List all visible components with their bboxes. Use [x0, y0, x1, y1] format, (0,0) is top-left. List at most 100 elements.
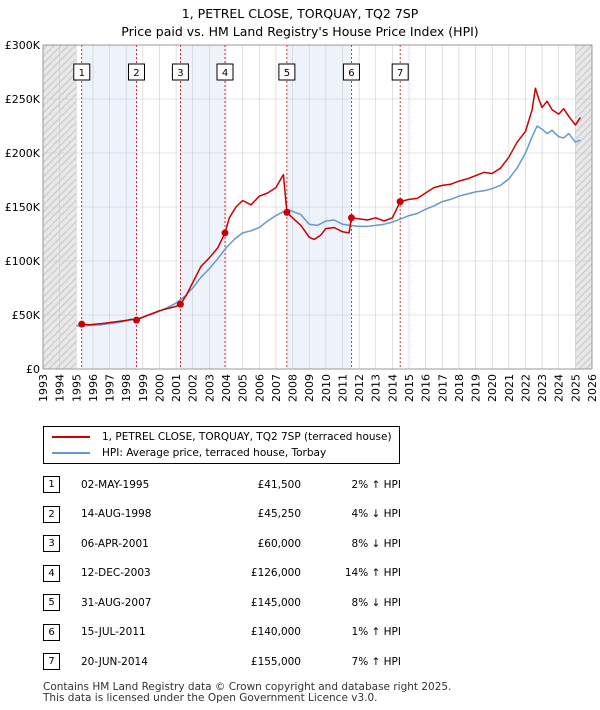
- x-tick-label: 2016: [420, 374, 433, 402]
- legend-item-hpi: HPI: Average price, terraced house, Torb…: [52, 446, 326, 460]
- sale-number-label: 6: [348, 68, 354, 79]
- sale-date: 14-AUG-1998: [81, 508, 152, 521]
- y-tick-label: £0: [26, 363, 40, 376]
- x-tick-label: 2017: [436, 374, 449, 402]
- sale-hpi-change: 8% ↓ HPI: [351, 537, 401, 550]
- sales-table: 1 02-MAY-1995 £41,500 2% ↑ HPI 2 14-AUG-1998 £…: [43, 470, 401, 677]
- sale-number-box: [278, 63, 296, 81]
- x-tick-label: 2010: [320, 374, 333, 402]
- x-tick-label: 2012: [353, 374, 366, 402]
- sale-number: 6: [43, 623, 60, 641]
- sale-number: 5: [43, 594, 60, 612]
- sale-date: 15-JUL-2011: [81, 626, 146, 639]
- x-tick-label: 2026: [586, 374, 599, 402]
- x-tick-label: 2015: [403, 374, 416, 402]
- footer-copyright: Contains HM Land Registry data © Crown c…: [43, 681, 452, 693]
- x-tick-label: 1993: [37, 374, 50, 402]
- sale-price: £126,000: [250, 567, 301, 580]
- x-tick-label: 2021: [503, 374, 516, 402]
- x-tick-label: 2008: [287, 374, 300, 402]
- legend-swatch-hpi: [52, 452, 90, 454]
- x-tick-label: 2001: [170, 374, 183, 402]
- table-row: 3 06-APR-2001 £60,000 8% ↓ HPI: [43, 529, 401, 559]
- footer-licence: This data is licensed under the Open Gov…: [43, 692, 378, 704]
- x-tick-label: 2020: [486, 374, 499, 402]
- sale-hpi-change: 1% ↑ HPI: [351, 626, 401, 639]
- series-line-property: [81, 87, 582, 326]
- y-tick-label: £150K: [5, 201, 41, 214]
- sale-date: 02-MAY-1995: [81, 478, 150, 491]
- y-tick-label: £250K: [5, 93, 41, 106]
- sale-number: 7: [43, 653, 60, 671]
- sale-number: 2: [43, 505, 60, 523]
- y-tick-label: £100K: [5, 255, 41, 268]
- x-tick-label: 2009: [303, 374, 316, 402]
- x-tick-label: 2000: [153, 374, 166, 402]
- sale-point: [396, 198, 404, 206]
- sale-number-box: [391, 63, 409, 81]
- sale-number: 3: [43, 535, 60, 553]
- sale-number-label: 3: [177, 68, 183, 79]
- sale-hpi-change: 2% ↑ HPI: [351, 478, 401, 491]
- x-tick-label: 2004: [220, 374, 233, 402]
- sale-number-label: 4: [222, 68, 228, 79]
- sale-number-box: [73, 63, 91, 81]
- x-tick-label: 2005: [237, 374, 250, 402]
- legend-item-property: 1, PETREL CLOSE, TORQUAY, TQ2 7SP (terra…: [52, 430, 392, 444]
- sale-date: 31-AUG-2007: [81, 596, 152, 609]
- y-tick-label: £50K: [12, 309, 41, 322]
- price-chart: 1 2 3 4 5 6 7 £0 £50K £100K £150K £200K £250K £300K 19…: [5, 39, 599, 402]
- legend-label-property: 1, PETREL CLOSE, TORQUAY, TQ2 7SP (terra…: [102, 431, 392, 443]
- table-row: 1 02-MAY-1995 £41,500 2% ↑ HPI: [43, 470, 401, 500]
- table-row: 5 31-AUG-2007 £145,000 8% ↓ HPI: [43, 588, 401, 618]
- sale-hpi-change: 14% ↑ HPI: [344, 567, 401, 580]
- chart-title: 1, PETREL CLOSE, TORQUAY, TQ2 7SP: [181, 6, 419, 21]
- sale-price: £145,000: [250, 596, 301, 609]
- x-tick-label: 1994: [54, 374, 67, 402]
- legend-swatch-property: [52, 436, 90, 438]
- sale-hpi-change: 4% ↓ HPI: [351, 508, 401, 521]
- legend-label-hpi: HPI: Average price, terraced house, Torb…: [102, 447, 327, 459]
- x-tick-label: 2003: [203, 374, 216, 402]
- sale-hpi-change: 8% ↓ HPI: [351, 596, 401, 609]
- x-tick-label: 2007: [270, 374, 283, 402]
- x-tick-label: 1998: [120, 374, 133, 402]
- table-row: 7 20-JUN-2014 £155,000 7% ↑ HPI: [43, 647, 401, 677]
- sale-number-box: [127, 63, 145, 81]
- sale-number-label: 2: [133, 68, 139, 79]
- sale-number-label: 1: [79, 68, 85, 79]
- series-line-hpi: [76, 125, 581, 327]
- x-tick-label: 2002: [187, 374, 200, 402]
- table-row: 4 12-DEC-2003 £126,000 14% ↑ HPI: [43, 559, 401, 589]
- sale-date: 06-APR-2001: [81, 537, 149, 550]
- x-tick-label: 2024: [553, 374, 566, 402]
- x-tick-label: 1997: [104, 374, 117, 402]
- y-tick-label: £300K: [5, 39, 41, 52]
- x-tick-label: 2011: [336, 374, 349, 402]
- sale-price: £155,000: [250, 655, 301, 668]
- x-tick-label: 2025: [569, 374, 582, 402]
- sale-number-box: [342, 63, 360, 81]
- x-tick-label: 2014: [386, 374, 399, 402]
- sale-number-box: [216, 63, 234, 81]
- x-tick-label: 2006: [253, 374, 266, 402]
- sale-number: 1: [43, 476, 60, 494]
- sale-point: [176, 300, 184, 308]
- sale-point: [221, 229, 229, 237]
- table-row: 2 14-AUG-1998 £45,250 4% ↓ HPI: [43, 500, 401, 530]
- sale-point: [347, 214, 355, 222]
- x-tick-label: 2018: [453, 374, 466, 402]
- sale-number: 4: [43, 564, 60, 582]
- sale-date: 12-DEC-2003: [81, 567, 151, 580]
- table-row: 6 15-JUL-2011 £140,000 1% ↑ HPI: [43, 618, 401, 648]
- sale-number-label: 5: [284, 68, 290, 79]
- sale-price: £140,000: [250, 626, 301, 639]
- sale-price: £41,500: [257, 478, 301, 491]
- x-tick-label: 2019: [470, 374, 483, 402]
- x-tick-label: 1995: [70, 374, 83, 402]
- sale-date: 20-JUN-2014: [81, 655, 148, 668]
- x-tick-label: 1999: [137, 374, 150, 402]
- plot-frame: [42, 44, 593, 370]
- x-tick-label: 2022: [519, 374, 532, 402]
- sale-hpi-change: 7% ↑ HPI: [351, 655, 401, 668]
